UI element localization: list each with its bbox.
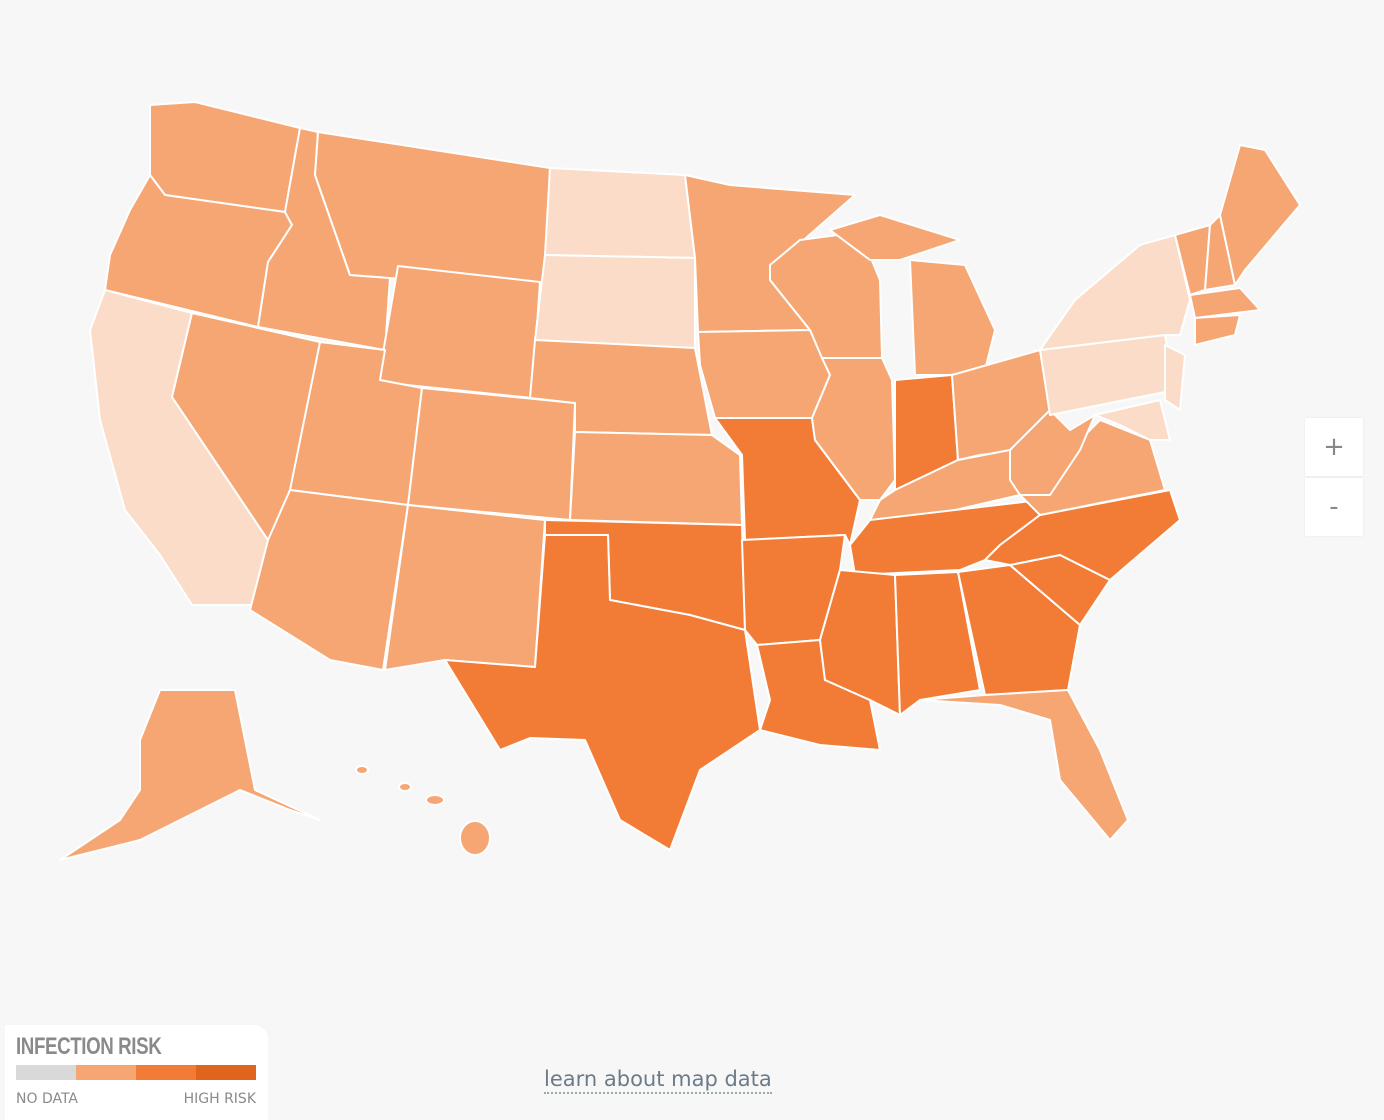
us-map [59,101,1301,861]
state[interactable] [459,820,491,856]
state[interactable] [1194,314,1241,346]
state[interactable] [1164,344,1186,411]
legend-swatch [196,1065,256,1080]
legend-swatch [16,1065,76,1080]
state[interactable] [398,782,412,792]
state[interactable] [1219,144,1301,286]
legend-title: INFECTION RISK [16,1033,162,1060]
legend-low-label: NO DATA [16,1091,79,1107]
state[interactable] [569,431,743,526]
legend-scale [16,1065,256,1080]
zoom-in[interactable]: + [1305,418,1363,476]
states [59,101,1301,861]
legend-high-label: HIGH RISK [183,1091,256,1107]
map-data-link[interactable]: learn about map data [544,1066,772,1094]
state[interactable] [697,329,831,419]
state[interactable] [1094,399,1171,441]
state[interactable] [829,214,961,261]
zoom-out[interactable]: - [1305,478,1363,536]
state[interactable] [1189,287,1261,319]
state[interactable] [894,571,981,716]
state[interactable] [811,357,896,501]
state[interactable] [534,254,696,356]
legend: INFECTION RISK NO DATA HIGH RISK [5,1025,268,1120]
state[interactable] [377,265,541,399]
state[interactable] [1009,409,1096,496]
state[interactable] [59,689,321,861]
state[interactable] [909,259,996,376]
legend-swatch [76,1065,136,1080]
state[interactable] [407,387,576,521]
state[interactable] [957,564,1081,696]
state[interactable] [314,131,551,284]
state[interactable] [355,765,369,775]
state[interactable] [444,534,761,851]
state[interactable] [384,504,546,671]
state[interactable] [1039,234,1191,351]
state[interactable] [544,167,696,259]
state[interactable] [425,794,445,806]
legend-swatch [136,1065,196,1080]
state[interactable] [919,689,1129,841]
